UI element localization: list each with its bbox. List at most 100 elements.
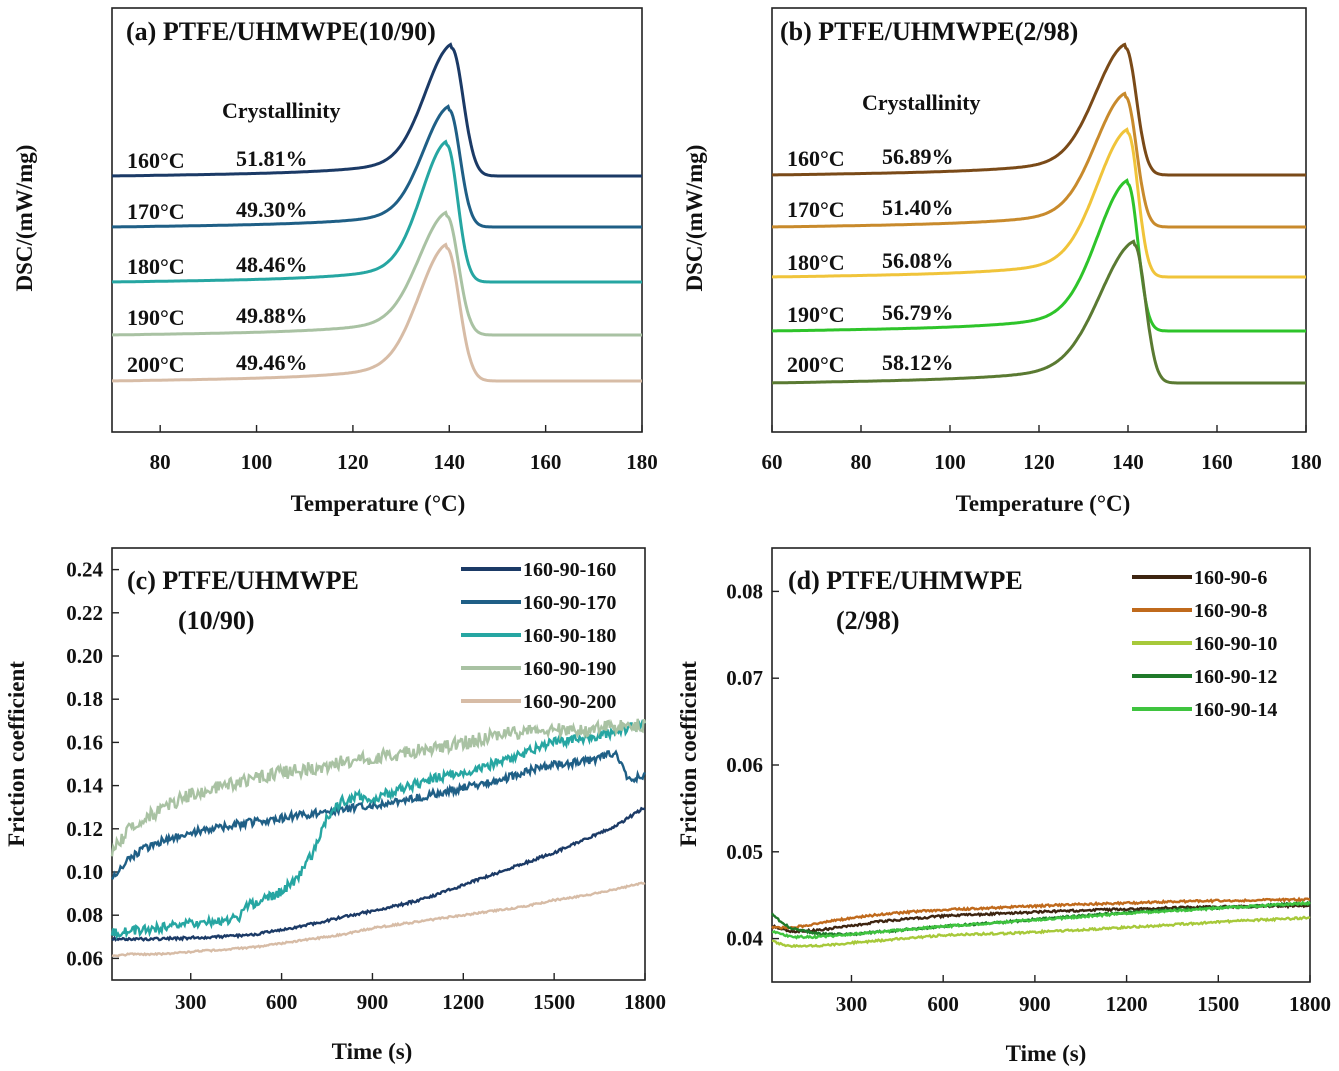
panel-d-x-tick-label: 1200 — [1106, 992, 1148, 1016]
panel-b-plot: 60 80 100 120 140 160 180 160°C 56.89% 170°C 51.40… — [762, 7, 1322, 474]
panel-a-x-tick-label: 180 — [626, 450, 658, 474]
panel-b-x-tick-label: 160 — [1201, 450, 1233, 474]
panel-a-crystallinity-value: 48.46% — [236, 252, 308, 277]
panel-c-title: (c) PTFE/UHMWPE — [127, 566, 359, 595]
panel-a-annotation-header: Crystallinity — [222, 98, 341, 123]
panel-c-legend-label: 160-90-200 — [523, 691, 616, 713]
panel-c-legend-label: 160-90-160 — [523, 559, 616, 581]
panel-d-y-tick-label: 0.04 — [726, 927, 763, 951]
panel-b-y-axis-title: DSC/(mW/mg) — [682, 145, 707, 292]
panel-a-crystallinity-value: 49.46% — [236, 350, 308, 375]
panel-a-temperature-label: 200°C — [127, 352, 185, 377]
panel-a-x-tick-label: 120 — [337, 450, 369, 474]
panel-c-x-tick-label: 1200 — [442, 990, 484, 1014]
panel-b-series-line — [772, 178, 1306, 333]
panel-a-plot: 80 100 120 140 160 180 160°C 51.81% 170°C 49.30% 1… — [111, 7, 658, 474]
panel-d-x-tick-label: 1800 — [1289, 992, 1331, 1016]
panel-c-x-tick-label: 1500 — [533, 990, 575, 1014]
panel-c-series-line — [110, 719, 647, 941]
panel-c-series-line — [111, 806, 646, 942]
panel-b-temperature-label: 200°C — [787, 352, 845, 377]
panel-d: Friction coefficient (d) PTFE/UHMWPE (2/… — [676, 547, 1331, 1066]
panel-a-temperature-label: 190°C — [127, 305, 185, 330]
panel-b-crystallinity-value: 56.79% — [882, 300, 954, 325]
panel-c-subtitle: (10/90) — [178, 606, 255, 635]
panel-b-series-line — [772, 127, 1306, 279]
panel-c-legend-label: 160-90-190 — [523, 658, 616, 680]
panel-c-y-tick-label: 0.22 — [66, 601, 103, 625]
panel-a-temperature-label: 170°C — [127, 199, 185, 224]
panel-b-x-tick-label: 180 — [1290, 450, 1322, 474]
panel-b: DSC/(mW/mg) (b) PTFE/UHMWPE(2/98) Crysta… — [682, 7, 1322, 516]
panel-b-plot-frame — [771, 7, 1307, 433]
panel-b-title: (b) PTFE/UHMWPE(2/98) — [780, 17, 1078, 46]
panel-b-x-tick-label: 120 — [1023, 450, 1055, 474]
panel-a-temperature-label: 180°C — [127, 254, 185, 279]
panel-a-x-tick-label: 140 — [434, 450, 466, 474]
panel-b-crystallinity-value: 56.89% — [882, 144, 954, 169]
panel-c-y-tick-label: 0.18 — [66, 687, 103, 711]
panel-c-legend-label: 160-90-180 — [523, 625, 616, 647]
panel-a-series-line — [112, 242, 642, 383]
panel-a-temperature-label: 160°C — [127, 148, 185, 173]
panel-b-temperature-label: 190°C — [787, 302, 845, 327]
panel-c-legend-label: 160-90-170 — [523, 592, 616, 614]
panel-d-title: (d) PTFE/UHMWPE — [788, 566, 1023, 595]
panel-a-x-tick-label: 100 — [241, 450, 273, 474]
panel-c-y-tick-label: 0.14 — [66, 774, 103, 798]
panel-d-y-tick-label: 0.07 — [726, 666, 763, 690]
panel-a-x-tick-label: 160 — [530, 450, 562, 474]
panel-c-y-tick-label: 0.10 — [66, 860, 103, 884]
panel-b-crystallinity-value: 51.40% — [882, 195, 954, 220]
panel-b-crystallinity-value: 56.08% — [882, 248, 954, 273]
panel-d-y-tick-label: 0.05 — [726, 840, 763, 864]
panel-b-x-tick-label: 100 — [934, 450, 966, 474]
panel-a-x-axis-title: Temperature (°C) — [291, 491, 466, 516]
panel-a-crystallinity-value: 49.30% — [236, 197, 308, 222]
panel-a-series-line — [111, 104, 642, 229]
panel-b-x-axis-title: Temperature (°C) — [956, 491, 1131, 516]
panel-d-series-line — [771, 915, 1311, 949]
panel-c-y-tick-label: 0.08 — [66, 903, 103, 927]
panel-c-y-tick-label: 0.16 — [66, 730, 103, 754]
panel-b-annotation-header: Crystallinity — [862, 90, 981, 115]
panel-a-x-tick-label: 80 — [150, 450, 171, 474]
panel-d-y-tick-label: 0.06 — [726, 753, 763, 777]
panel-c-x-tick-label: 300 — [175, 990, 207, 1014]
panel-b-temperature-label: 160°C — [787, 146, 845, 171]
panel-d-y-axis-title: Friction coefficient — [676, 661, 701, 847]
panel-c-series-line — [111, 881, 646, 958]
panel-c-series-line — [110, 749, 647, 881]
panel-b-temperature-label: 180°C — [787, 250, 845, 275]
panel-c-y-tick-label: 0.12 — [66, 817, 103, 841]
panel-d-legend-label: 160-90-8 — [1194, 600, 1267, 622]
panel-b-x-tick-label: 80 — [851, 450, 872, 474]
panel-b-x-tick-label: 60 — [762, 450, 783, 474]
panel-c-y-tick-label: 0.24 — [66, 558, 103, 582]
panel-c-y-tick-label: 0.06 — [66, 946, 103, 970]
panel-a: DSC/(mW/mg) (a) PTFE/UHMWPE(10/90) Cryst… — [12, 7, 658, 516]
panel-b-temperature-label: 170°C — [787, 197, 845, 222]
panel-d-x-tick-label: 1500 — [1197, 992, 1239, 1016]
panel-d-legend-label: 160-90-6 — [1194, 567, 1267, 589]
panel-b-series-line — [772, 239, 1306, 385]
panel-d-y-tick-label: 0.08 — [726, 579, 763, 603]
panel-a-plot-frame — [111, 7, 643, 433]
panel-d-series-line — [771, 896, 1311, 930]
panel-b-series-line — [772, 91, 1306, 229]
panel-a-crystallinity-value: 51.81% — [236, 146, 308, 171]
panel-b-x-tick-label: 140 — [1112, 450, 1144, 474]
panel-a-series-line — [111, 139, 642, 284]
panel-c: Friction coefficient (c) PTFE/UHMWPE (10… — [4, 547, 666, 1064]
panel-d-x-tick-label: 600 — [927, 992, 959, 1016]
panel-c-x-axis-title: Time (s) — [332, 1039, 413, 1064]
panel-c-y-axis-title: Friction coefficient — [4, 661, 29, 847]
panel-d-x-tick-label: 300 — [836, 992, 868, 1016]
panel-c-series-line — [110, 718, 647, 857]
panel-d-legend-label: 160-90-12 — [1194, 666, 1277, 688]
panel-c-plot-frame — [111, 547, 646, 981]
panel-d-legend-label: 160-90-14 — [1194, 699, 1277, 721]
panel-a-y-axis-title: DSC/(mW/mg) — [12, 145, 37, 292]
panel-b-crystallinity-value: 58.12% — [882, 350, 954, 375]
